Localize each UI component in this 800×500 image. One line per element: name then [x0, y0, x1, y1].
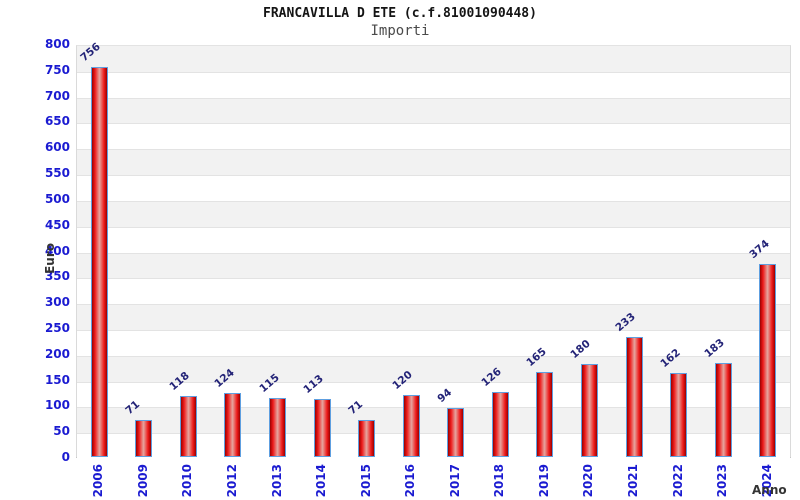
y-tick-label: 650: [44, 114, 70, 129]
y-tick-label: 150: [44, 372, 70, 387]
x-tick-label: 2017: [447, 464, 462, 498]
bar[interactable]: [759, 263, 777, 457]
bar[interactable]: [580, 364, 598, 457]
gridline: [77, 329, 790, 331]
bar[interactable]: [135, 420, 153, 457]
gridline: [77, 355, 790, 357]
bar[interactable]: [491, 391, 509, 457]
y-tick-label: 600: [44, 140, 70, 155]
y-tick-label: 500: [44, 191, 70, 206]
gridline: [77, 71, 790, 73]
y-tick-label: 50: [53, 424, 70, 439]
gridline: [77, 252, 790, 254]
x-tick-label: 2021: [626, 464, 641, 498]
x-tick-label: 2013: [269, 464, 284, 498]
grid-band: [77, 123, 790, 150]
grid-band: [77, 252, 790, 279]
y-tick-label: 800: [44, 37, 70, 51]
y-axis-title: Euro: [43, 243, 57, 274]
x-tick-label: 2012: [224, 464, 239, 498]
y-tick-label: 300: [44, 295, 70, 310]
bar[interactable]: [625, 336, 643, 457]
gridline: [77, 149, 790, 151]
grid-band: [77, 304, 790, 330]
x-tick-label: 2010: [180, 464, 195, 498]
y-tick-label: 700: [44, 88, 70, 103]
grid-band: [77, 46, 790, 72]
gridline: [77, 304, 790, 306]
bar[interactable]: [447, 408, 465, 457]
gridline: [77, 278, 790, 280]
chart-title: FRANCAVILLA D ETE (c.f.81001090448): [263, 6, 537, 21]
grid-band: [77, 278, 790, 305]
grid-band: [77, 226, 790, 253]
y-tick-label: 200: [44, 346, 70, 361]
x-tick-label: 2016: [403, 464, 418, 498]
y-tick-label: 100: [44, 398, 70, 413]
y-tick-label: 350: [44, 269, 70, 284]
bar[interactable]: [90, 66, 108, 457]
y-tick-label: 250: [44, 320, 70, 335]
y-tick-label: 0: [61, 450, 70, 464]
gridline: [77, 200, 790, 202]
x-tick-label: 2023: [715, 464, 730, 498]
bar[interactable]: [670, 373, 688, 457]
grid-band: [77, 97, 790, 124]
bar[interactable]: [179, 396, 197, 457]
gridline: [77, 381, 790, 383]
gridline: [77, 175, 790, 177]
grid-band: [77, 71, 790, 98]
bar[interactable]: [313, 398, 331, 457]
x-tick-label: 2019: [536, 464, 551, 498]
bar[interactable]: [402, 395, 420, 457]
bar[interactable]: [224, 393, 242, 457]
x-tick-label: 2022: [670, 464, 685, 498]
y-tick-label: 400: [44, 243, 70, 258]
gridline: [77, 433, 790, 435]
gridline: [77, 97, 790, 99]
x-tick-label: 2014: [314, 464, 329, 498]
y-tick-label: 750: [44, 62, 70, 77]
bar[interactable]: [536, 371, 554, 457]
x-tick-label: 2020: [581, 464, 596, 498]
x-tick-label: 2015: [358, 464, 373, 498]
x-axis-title: Anno: [752, 483, 787, 497]
x-tick-label: 2006: [91, 464, 106, 498]
grid-band: [77, 149, 790, 176]
plot-area: 756 71 118 124 115 113 71 120 94 126 165 180 233 162 1…: [76, 40, 791, 459]
y-tick-label: 550: [44, 166, 70, 181]
x-tick-label: 2009: [135, 464, 150, 498]
bar[interactable]: [269, 397, 287, 457]
gridline: [77, 226, 790, 228]
x-tick-label: 2018: [492, 464, 507, 498]
bar[interactable]: [358, 420, 376, 457]
gridline: [77, 123, 790, 125]
chart-subtitle: Importi: [370, 23, 430, 39]
gridline: [77, 407, 790, 409]
y-tick-label: 450: [44, 217, 70, 232]
grid-band: [77, 329, 790, 356]
grid-band: [77, 175, 790, 201]
grid-band: [77, 200, 790, 227]
bar[interactable]: [714, 362, 732, 457]
